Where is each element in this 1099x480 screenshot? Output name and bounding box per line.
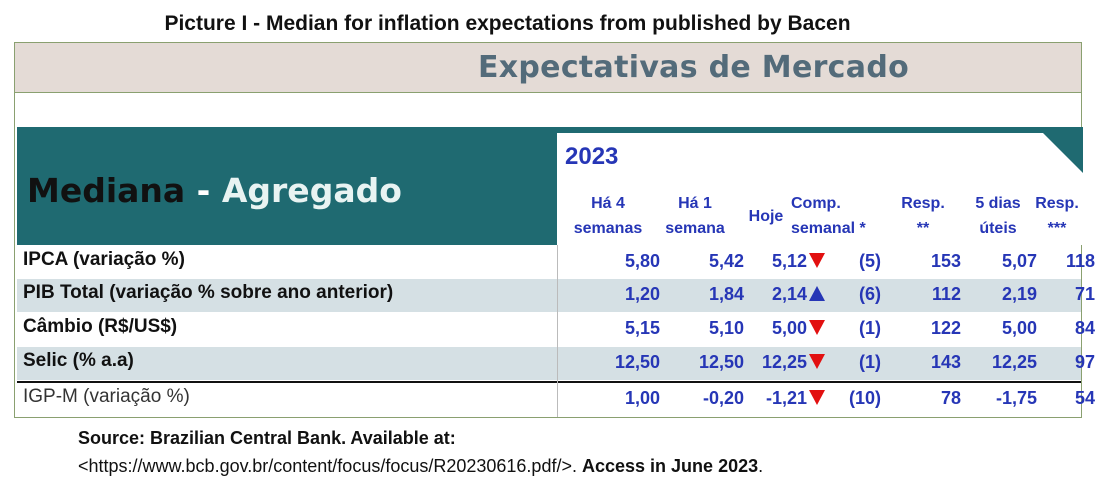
figure-caption: Picture I - Median for inflation expecta… — [164, 12, 851, 35]
cell-comp: (1) — [859, 318, 881, 338]
cell-resp2: 97 — [1074, 352, 1095, 372]
cell-v4: 5,15 — [624, 318, 660, 338]
source-note: Source: Brazilian Central Bank. Availabl… — [78, 424, 763, 480]
col-header-5-days: 5 dias úteis — [975, 195, 1021, 237]
heading-part2: Agregado — [221, 171, 402, 210]
row-divider — [17, 381, 1081, 383]
table-row: PIB Total (variação % sobre ano anterior… — [17, 279, 1095, 312]
cell-resp2: 118 — [1065, 251, 1095, 271]
source-url: <https://www.bcb.gov.br/content/focus/fo… — [78, 456, 577, 476]
cell-resp: 122 — [930, 318, 961, 338]
row-label: Câmbio (R$/US$) — [23, 316, 178, 337]
arrow-up-icon — [809, 286, 825, 301]
cell-d5: 5,07 — [1001, 251, 1037, 271]
cell-v1: 1,84 — [708, 284, 744, 304]
cell-resp2: 71 — [1074, 284, 1095, 304]
source-line: Source: Brazilian Central Bank. Availabl… — [78, 428, 456, 448]
cell-resp: 143 — [930, 352, 961, 372]
band-title: Expectativas de Mercado — [477, 50, 909, 85]
header-panel: 2023 Há 4 semanas Há 1 semana Hoje Comp. se… — [557, 133, 1083, 245]
arrow-down-icon — [809, 253, 825, 268]
heading-part1: Mediana — [27, 171, 186, 210]
table-row: IPCA (variação %) 5,80 5,42 5,12 (5) 153 5,07 1… — [17, 246, 1095, 279]
row-values: 5,15 5,10 5,00 (1) 122 5,00 84 — [557, 313, 1095, 346]
source-access: Access in June 2023 — [582, 456, 759, 476]
heading-separator: - — [185, 171, 222, 210]
cell-v4: 5,80 — [624, 251, 660, 271]
row-label: IPCA (variação %) — [23, 249, 185, 270]
cell-hoje: 5,12 — [771, 251, 807, 271]
table-heading: Mediana - Agregado — [27, 171, 402, 210]
row-values: 5,80 5,42 5,12 (5) 153 5,07 118 — [557, 246, 1095, 279]
cell-d5: 5,00 — [1001, 318, 1037, 338]
cell-v4: 12,50 — [614, 352, 660, 372]
cell-v1: 5,42 — [708, 251, 744, 271]
cell-hoje: -1,21 — [765, 388, 807, 408]
cell-d5: 12,25 — [991, 352, 1037, 372]
title-band: Expectativas de Mercado — [15, 43, 1081, 93]
col-header-today: Hoje — [748, 208, 784, 225]
table-row: Selic (% a.a) 12,50 12,50 12,25 (1) 143 12,25 9… — [17, 347, 1095, 380]
arrow-down-icon — [809, 320, 825, 335]
arrow-down-icon — [809, 354, 825, 369]
cell-resp2: 54 — [1074, 388, 1095, 408]
expectations-panel: Expectativas de Mercado Mediana - Agrega… — [14, 42, 1095, 418]
header-top-bar — [557, 127, 1083, 133]
year-label: 2023 — [565, 143, 619, 170]
cell-hoje: 12,25 — [761, 352, 807, 372]
row-values: 12,50 12,50 12,25 (1) 143 12,25 97 — [557, 347, 1095, 380]
cell-d5: 2,19 — [1001, 284, 1037, 304]
row-label: IGP-M (variação %) — [23, 386, 190, 407]
cell-v1: -0,20 — [702, 388, 744, 408]
corner-fold — [1037, 127, 1083, 173]
row-values: 1,00 -0,20 -1,21 (10) 78 -1,75 54 — [557, 383, 1095, 416]
cell-resp: 153 — [930, 251, 961, 271]
cell-v1: 12,50 — [698, 352, 744, 372]
row-label: Selic (% a.a) — [23, 350, 134, 371]
column-divider — [557, 245, 558, 417]
source-end: . — [758, 456, 764, 476]
table-row: Câmbio (R$/US$) 5,15 5,10 5,00 (1) 122 5,00 84 — [17, 313, 1095, 346]
cell-comp: (10) — [848, 388, 881, 408]
cell-v4: 1,20 — [624, 284, 660, 304]
cell-hoje: 5,00 — [771, 318, 807, 338]
row-values: 1,20 1,84 2,14 (6) 112 2,19 71 — [557, 279, 1095, 312]
table-heading-block: Mediana - Agregado — [17, 127, 557, 245]
cell-resp: 78 — [940, 388, 961, 408]
cell-v4: 1,00 — [624, 388, 660, 408]
column-header-block: 2023 Há 4 semanas Há 1 semana Hoje Comp. se… — [557, 127, 1083, 245]
col-header-1-week: Há 1 semana — [665, 195, 725, 237]
col-header-resp: Resp. ** — [901, 195, 945, 237]
cell-d5: -1,75 — [995, 388, 1037, 408]
col-header-4-weeks: Há 4 semanas — [573, 195, 643, 237]
cell-comp: (1) — [859, 352, 881, 372]
cell-v1: 5,10 — [708, 318, 744, 338]
table-row: IGP-M (variação %) 1,00 -0,20 -1,21 (10) 78 -1… — [17, 383, 1095, 416]
col-header-weekly-comp: Comp. semanal * — [791, 195, 866, 237]
col-header-resp-5d: Resp. *** — [1035, 195, 1079, 237]
cell-resp: 112 — [931, 284, 961, 304]
arrow-down-icon — [809, 390, 825, 405]
row-label: PIB Total (variação % sobre ano anterior… — [23, 282, 394, 303]
cell-hoje: 2,14 — [771, 284, 807, 304]
cell-comp: (6) — [859, 284, 881, 304]
cell-comp: (5) — [859, 251, 881, 271]
cell-resp2: 84 — [1074, 318, 1095, 338]
